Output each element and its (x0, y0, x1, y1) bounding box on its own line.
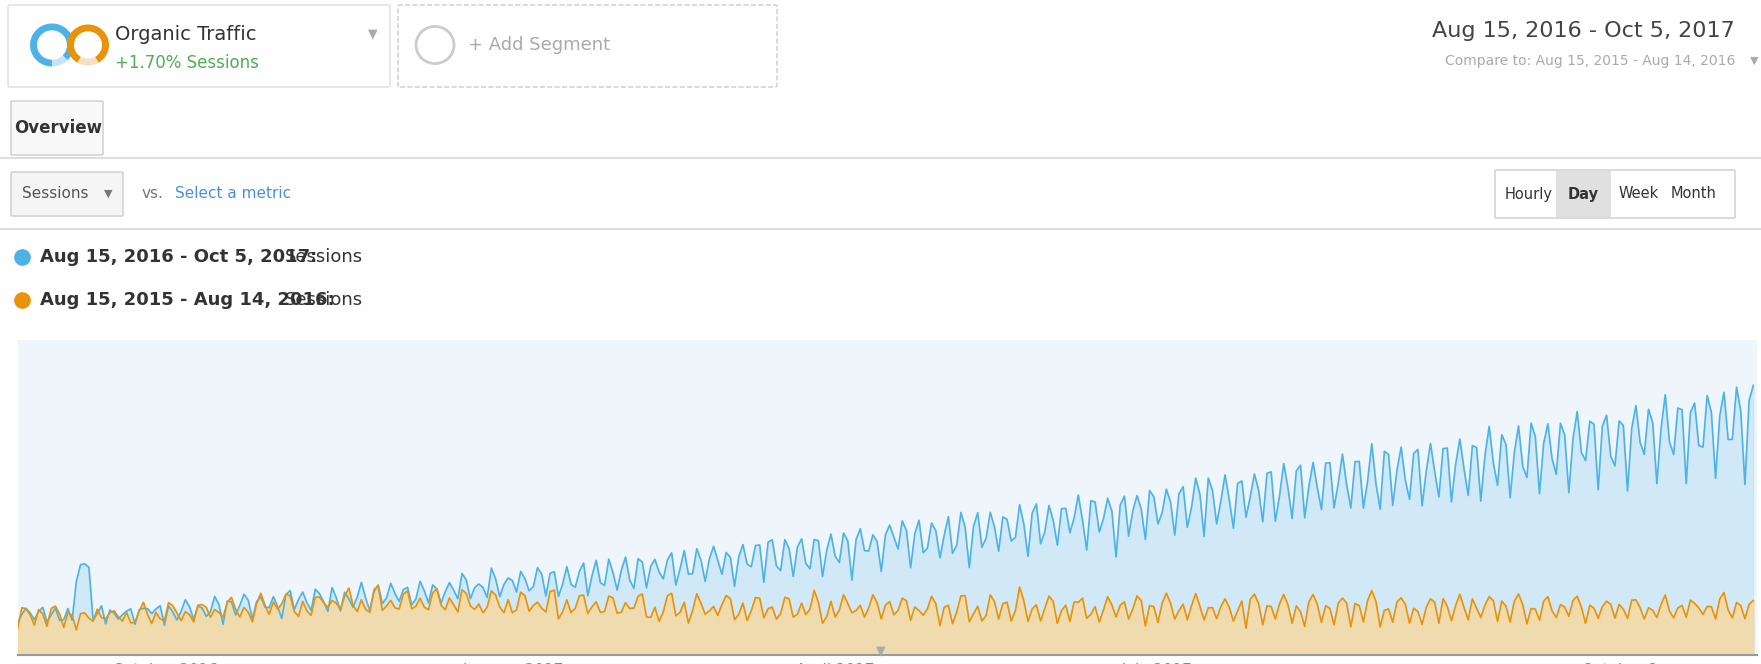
FancyBboxPatch shape (9, 5, 389, 87)
FancyBboxPatch shape (11, 101, 102, 155)
Text: Week: Week (1618, 187, 1659, 201)
Wedge shape (30, 23, 74, 66)
Wedge shape (53, 55, 67, 66)
Wedge shape (67, 25, 109, 63)
Text: +1.70% Sessions: +1.70% Sessions (114, 54, 259, 72)
Text: Day: Day (1567, 187, 1599, 201)
Text: Sessions: Sessions (285, 248, 363, 266)
FancyBboxPatch shape (11, 172, 123, 216)
Text: Overview: Overview (14, 119, 102, 137)
Text: Sessions: Sessions (285, 291, 363, 309)
Text: ▼: ▼ (1750, 56, 1759, 66)
Text: Organic Traffic: Organic Traffic (114, 25, 257, 44)
FancyBboxPatch shape (1666, 171, 1720, 217)
Text: ▼: ▼ (368, 28, 379, 41)
Text: ▼: ▼ (104, 189, 113, 199)
Text: + Add Segment: + Add Segment (468, 36, 609, 54)
Text: Aug 15, 2016 - Oct 5, 2017:: Aug 15, 2016 - Oct 5, 2017: (41, 248, 317, 266)
FancyBboxPatch shape (1557, 171, 1611, 217)
Text: Aug 15, 2016 - Oct 5, 2017: Aug 15, 2016 - Oct 5, 2017 (1432, 21, 1735, 41)
Text: Month: Month (1671, 187, 1717, 201)
Wedge shape (77, 57, 99, 66)
Text: Sessions: Sessions (21, 187, 88, 201)
FancyBboxPatch shape (398, 5, 777, 87)
FancyBboxPatch shape (1500, 171, 1557, 217)
Text: vs.: vs. (143, 187, 164, 201)
FancyBboxPatch shape (1495, 170, 1735, 218)
Text: Compare to: Aug 15, 2015 - Aug 14, 2016: Compare to: Aug 15, 2015 - Aug 14, 2016 (1444, 54, 1735, 68)
FancyBboxPatch shape (1611, 171, 1666, 217)
Text: Select a metric: Select a metric (174, 187, 291, 201)
Text: Aug 15, 2015 - Aug 14, 2016:: Aug 15, 2015 - Aug 14, 2016: (41, 291, 335, 309)
Text: Hourly: Hourly (1504, 187, 1553, 201)
Text: ▼: ▼ (875, 644, 886, 657)
